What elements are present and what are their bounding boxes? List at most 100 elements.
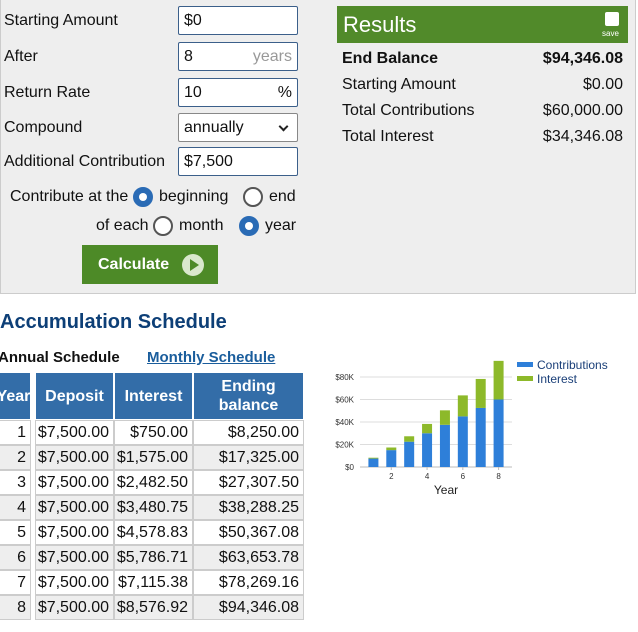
bar-segment bbox=[386, 450, 397, 467]
radio[interactable] bbox=[133, 187, 153, 207]
bar-segment bbox=[439, 424, 450, 467]
table-cell: $7,500.00 bbox=[35, 545, 114, 570]
y-tick-label: $20K bbox=[335, 441, 354, 450]
play-icon bbox=[182, 254, 204, 276]
table-cell: $7,500.00 bbox=[35, 595, 114, 620]
result-label: Starting Amount bbox=[342, 76, 456, 93]
bar-segment bbox=[422, 423, 433, 434]
x-tick-label: 2 bbox=[389, 472, 394, 481]
field-label: Starting Amount bbox=[4, 12, 118, 29]
table-cell: $7,115.38 bbox=[114, 570, 193, 595]
table-header: Ending balance bbox=[193, 372, 304, 420]
radio-dot bbox=[139, 193, 147, 201]
field-label: Return Rate bbox=[4, 84, 91, 101]
result-label: Total Interest bbox=[342, 128, 434, 145]
x-tick-label: 4 bbox=[425, 472, 430, 481]
table-cell: 2 bbox=[0, 445, 31, 470]
table-cell: 5 bbox=[0, 520, 31, 545]
result-label: End Balance bbox=[342, 50, 439, 67]
bar-segment bbox=[386, 447, 397, 451]
table-cell: 3 bbox=[0, 470, 31, 495]
schedule-title: Accumulation Schedule bbox=[0, 311, 227, 333]
input-value: $0 bbox=[184, 12, 202, 29]
bar-segment bbox=[368, 457, 379, 459]
table-cell: 6 bbox=[0, 545, 31, 570]
input-value: 8 bbox=[184, 48, 193, 65]
bar-segment bbox=[457, 416, 468, 467]
radio-label: month bbox=[179, 217, 224, 234]
result-value: $60,000.00 bbox=[542, 102, 623, 119]
result-value: $0.00 bbox=[582, 76, 623, 93]
radio-group-label: of each bbox=[96, 217, 149, 234]
button-label: Calculate bbox=[98, 256, 170, 273]
result-value: $34,346.08 bbox=[542, 128, 623, 145]
y-tick-label: $0 bbox=[345, 463, 354, 472]
bar-segment bbox=[404, 436, 415, 442]
table-header: Year bbox=[0, 372, 31, 420]
input-value: 10 bbox=[184, 84, 202, 101]
bar-segment bbox=[404, 441, 415, 467]
table-cell: $7,500.00 bbox=[35, 520, 114, 545]
calculate-button[interactable]: Calculate bbox=[82, 245, 218, 284]
table-cell: $750.00 bbox=[114, 420, 193, 445]
table-header: Deposit bbox=[35, 372, 114, 420]
table-cell: $8,250.00 bbox=[193, 420, 304, 445]
y-tick-label: $60K bbox=[335, 396, 354, 405]
legend-label: Interest bbox=[537, 372, 578, 386]
y-tick-label: $40K bbox=[335, 418, 354, 427]
input-value: $7,500 bbox=[184, 153, 233, 170]
table-cell: $7,500.00 bbox=[35, 445, 114, 470]
table-cell: $27,307.50 bbox=[193, 470, 304, 495]
results-title: Results bbox=[343, 12, 417, 37]
input-unit: % bbox=[277, 84, 292, 101]
save-button[interactable]: save bbox=[600, 10, 624, 40]
radio-label: year bbox=[265, 217, 297, 234]
radio[interactable] bbox=[153, 216, 173, 236]
bar-segment bbox=[493, 360, 504, 400]
table-cell: 1 bbox=[0, 420, 31, 445]
table-cell: $2,482.50 bbox=[114, 470, 193, 495]
table-cell: $7,500.00 bbox=[35, 570, 114, 595]
bar-segment bbox=[457, 395, 468, 417]
field-label: Additional Contribution bbox=[4, 153, 165, 170]
table-cell: $38,288.25 bbox=[193, 495, 304, 520]
input-value: annually bbox=[184, 119, 244, 136]
text-input[interactable]: $0 bbox=[178, 6, 298, 35]
text-input[interactable]: 8 years bbox=[178, 42, 298, 71]
x-tick-label: 8 bbox=[496, 472, 501, 481]
table-cell: $94,346.08 bbox=[193, 595, 304, 620]
radio[interactable] bbox=[243, 187, 263, 207]
bar-segment bbox=[422, 433, 433, 467]
x-axis-label: Year bbox=[434, 483, 458, 497]
field-label: Compound bbox=[4, 119, 83, 136]
table-header: Interest bbox=[114, 372, 193, 420]
legend-swatch bbox=[517, 376, 533, 381]
x-tick-label: 6 bbox=[461, 472, 466, 481]
play-triangle bbox=[190, 259, 199, 271]
radio-dot bbox=[245, 222, 253, 230]
table-cell: 7 bbox=[0, 570, 31, 595]
select[interactable]: annually bbox=[178, 113, 298, 142]
tab: Annual Schedule bbox=[0, 349, 120, 366]
radio-group-label: Contribute at the bbox=[10, 188, 129, 205]
tab[interactable]: Monthly Schedule bbox=[147, 349, 276, 366]
text-input[interactable]: 10% bbox=[178, 78, 298, 107]
radio[interactable] bbox=[239, 216, 259, 236]
save-label: save bbox=[602, 29, 619, 38]
save-icon bbox=[605, 12, 619, 26]
legend-label: Contributions bbox=[537, 358, 608, 372]
field-label: After bbox=[4, 48, 38, 65]
bar-segment bbox=[368, 458, 379, 467]
table-cell: $7,500.00 bbox=[35, 420, 114, 445]
radio-label: end bbox=[269, 188, 296, 205]
table-cell: $50,367.08 bbox=[193, 520, 304, 545]
table-cell: $8,576.92 bbox=[114, 595, 193, 620]
text-input[interactable]: $7,500 bbox=[178, 147, 298, 176]
result-label: Total Contributions bbox=[342, 102, 475, 119]
table-cell: $5,786.71 bbox=[114, 545, 193, 570]
chevron bbox=[278, 121, 289, 132]
table-cell: $17,325.00 bbox=[193, 445, 304, 470]
table-cell: $1,575.00 bbox=[114, 445, 193, 470]
results-header: Results save bbox=[337, 6, 628, 43]
